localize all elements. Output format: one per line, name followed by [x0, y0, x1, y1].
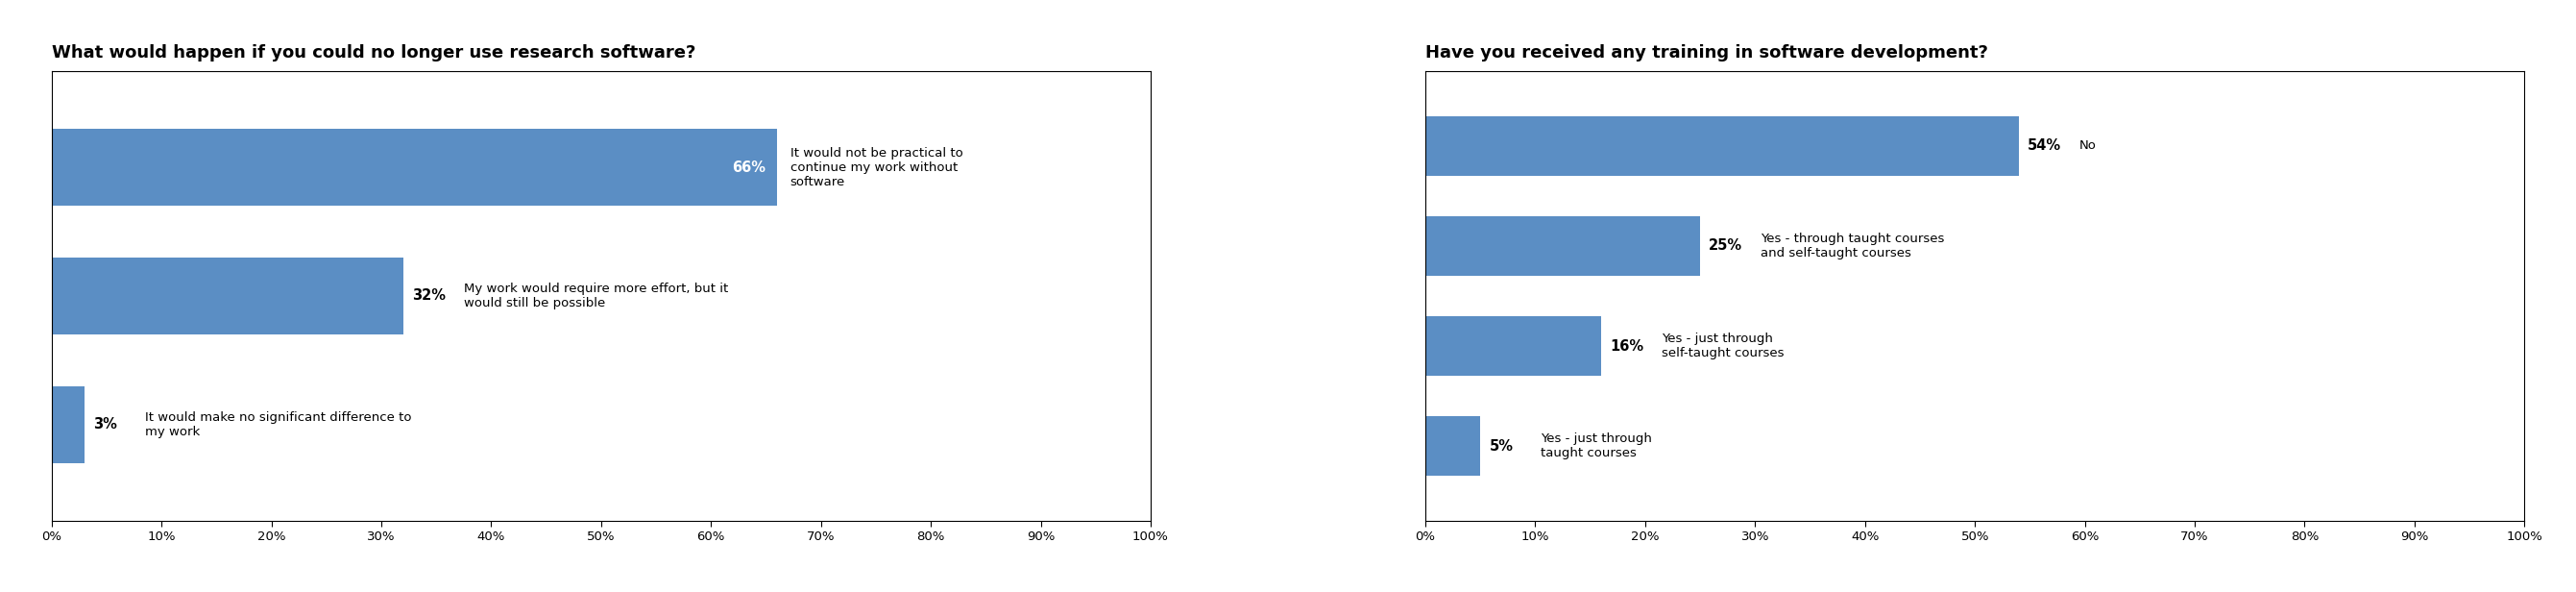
- Text: 3%: 3%: [93, 417, 116, 432]
- Bar: [52, 129, 778, 206]
- Bar: [1425, 116, 2020, 176]
- Text: No: No: [2079, 140, 2097, 152]
- Bar: [1425, 316, 1602, 376]
- Text: Have you received any training in software development?: Have you received any training in softwa…: [1425, 44, 1989, 62]
- Text: It would not be practical to
continue my work without
software: It would not be practical to continue my…: [791, 147, 963, 188]
- Text: Yes - just through
taught courses: Yes - just through taught courses: [1540, 433, 1651, 459]
- Text: What would happen if you could no longer use research software?: What would happen if you could no longer…: [52, 44, 696, 62]
- Text: Yes - just through
self-taught courses: Yes - just through self-taught courses: [1662, 333, 1785, 359]
- Text: 66%: 66%: [732, 160, 765, 175]
- Text: 54%: 54%: [2027, 139, 2061, 153]
- Text: It would make no significant difference to
my work: It would make no significant difference …: [144, 411, 412, 438]
- Text: My work would require more effort, but it
would still be possible: My work would require more effort, but i…: [464, 282, 729, 310]
- Text: 5%: 5%: [1489, 439, 1512, 453]
- Text: 25%: 25%: [1708, 239, 1744, 253]
- Bar: [52, 258, 404, 334]
- Bar: [1425, 416, 1481, 476]
- Text: 16%: 16%: [1610, 339, 1643, 353]
- Text: 32%: 32%: [412, 289, 446, 303]
- Bar: [1425, 216, 1700, 276]
- Text: Yes - through taught courses
and self-taught courses: Yes - through taught courses and self-ta…: [1759, 233, 1945, 259]
- Bar: [52, 386, 85, 463]
